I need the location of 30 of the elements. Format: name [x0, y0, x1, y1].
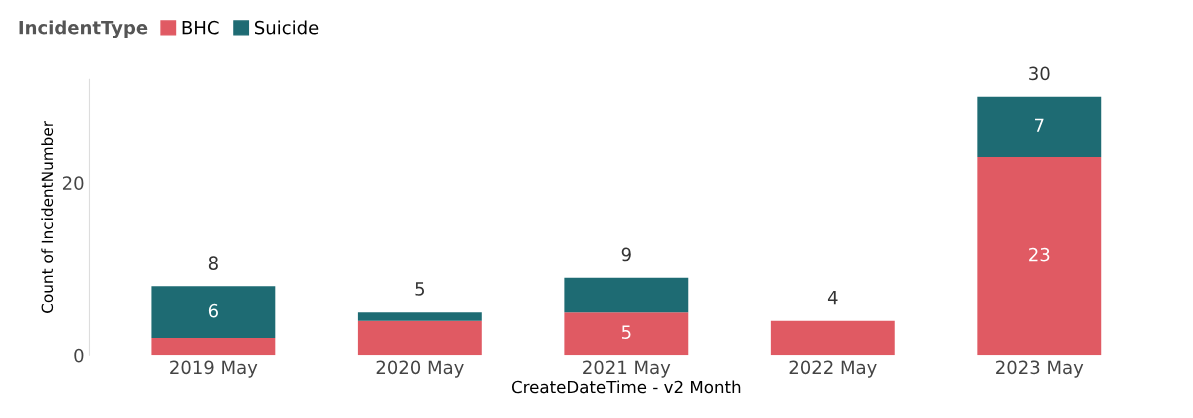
data-label: 23 [1029, 247, 1050, 262]
x-tick-label: 2019 May [170, 360, 258, 378]
legend-label: BHC [182, 20, 219, 35]
bar [770, 320, 895, 356]
bar [151, 286, 276, 339]
total-label: 30 [1029, 66, 1050, 81]
bar [151, 338, 276, 356]
x-tick-label: 2021 May [583, 360, 671, 378]
legend-title: IncidentType [19, 20, 148, 39]
bar [977, 157, 1102, 356]
total-label: 4 [827, 290, 838, 305]
bar [977, 96, 1102, 158]
total-label: 9 [621, 247, 631, 262]
bar [357, 312, 482, 321]
bar [564, 277, 689, 313]
y-tick-label: 0 [74, 348, 84, 363]
y-axis-title: Count of IncidentNumber [41, 120, 54, 313]
total-label: 8 [208, 256, 218, 270]
x-tick-label: 2023 May [996, 360, 1084, 378]
legend-label: Suicide [254, 20, 319, 35]
bar [564, 312, 689, 356]
data-label: 6 [208, 303, 218, 318]
bar [357, 320, 482, 356]
data-label: 5 [621, 325, 631, 339]
data-label: 7 [1035, 118, 1044, 132]
x-tick-label: 2022 May [789, 360, 877, 378]
y-tick-label: 20 [62, 176, 84, 190]
x-axis-title: CreateDateTime - v2 Month [511, 380, 741, 394]
total-label: 5 [415, 282, 425, 296]
x-tick-label: 2020 May [376, 360, 464, 378]
